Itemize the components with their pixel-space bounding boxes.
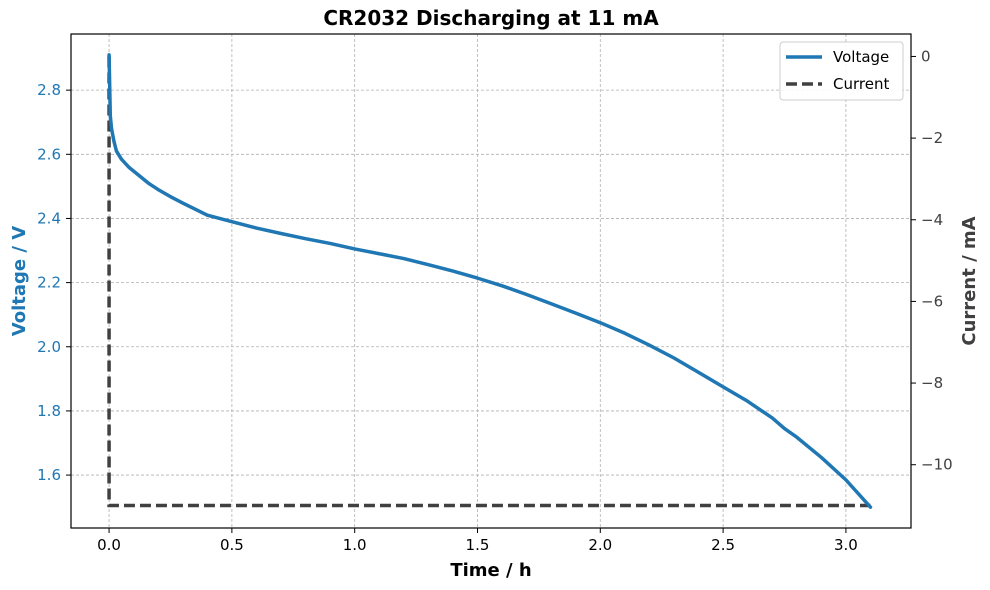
- legend-voltage-label: Voltage: [833, 48, 889, 66]
- x-tick-label: 2.0: [588, 536, 612, 554]
- y-left-tick-label: 2.0: [37, 338, 61, 356]
- y-left-tick-label: 2.8: [37, 81, 61, 99]
- y-right-tick-label: −2: [921, 129, 943, 147]
- y-right-tick-label: −4: [921, 211, 943, 229]
- series-layer: [107, 53, 873, 509]
- y-left-tick-label: 1.8: [37, 402, 61, 420]
- y-right-axis-label: Current / mA: [959, 216, 980, 345]
- y-right-tick-label: −6: [921, 292, 943, 310]
- y-right-axis-ticks: 0 −2 −4 −6 −8 −10: [911, 47, 953, 474]
- y-left-tick-label: 2.6: [37, 145, 61, 163]
- x-tick-label: 0.0: [97, 536, 121, 554]
- y-right-tick-label: −8: [921, 374, 943, 392]
- legend-current-label: Current: [833, 75, 889, 93]
- y-right-tick-label: 0: [921, 47, 931, 65]
- x-tick-label: 1.0: [343, 536, 367, 554]
- x-axis-ticks: 0.0 0.5 1.0 1.5 2.0 2.5 3.0: [97, 528, 858, 554]
- y-right-tick-label: −10: [921, 456, 953, 474]
- x-axis-label: Time / h: [450, 560, 531, 581]
- y-left-axis-label: Voltage / V: [9, 226, 30, 336]
- legend: Voltage Current: [779, 41, 904, 101]
- series-current-line: [107, 56, 871, 508]
- x-tick-label: 0.5: [220, 536, 244, 554]
- x-tick-label: 2.5: [711, 536, 735, 554]
- x-tick-label: 1.5: [466, 536, 490, 554]
- y-left-axis-ticks: 1.6 1.8 2.0 2.2 2.4 2.6 2.8: [37, 81, 71, 484]
- series-voltage-line: [107, 53, 873, 509]
- y-left-tick-label: 2.2: [37, 274, 61, 292]
- plot-frame: [70, 33, 912, 529]
- y-left-tick-label: 2.4: [37, 209, 61, 227]
- y-left-tick-label: 1.6: [37, 466, 61, 484]
- x-tick-label: 3.0: [834, 536, 858, 554]
- chart-title: CR2032 Discharging at 11 mA: [323, 6, 659, 30]
